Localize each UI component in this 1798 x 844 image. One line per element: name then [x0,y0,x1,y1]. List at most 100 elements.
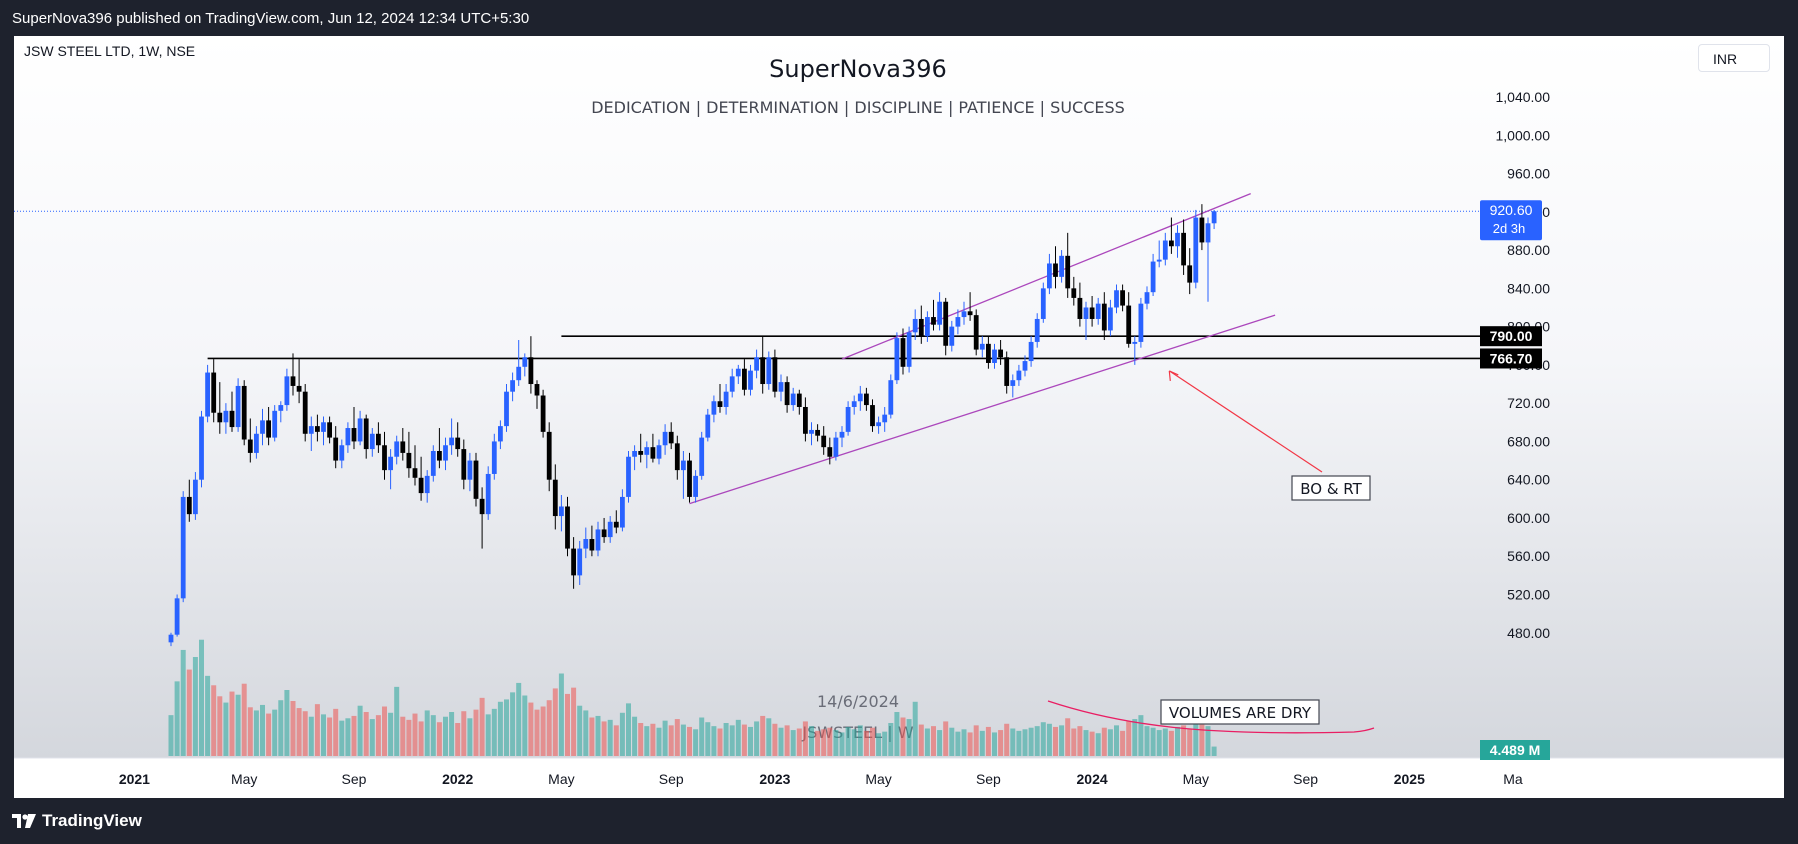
candle-body[interactable] [992,349,997,363]
candle-body[interactable] [498,426,503,442]
candle-body[interactable] [467,460,473,480]
candle-body[interactable] [1071,288,1077,298]
candle-body[interactable] [406,452,412,469]
candle-body[interactable] [949,326,955,346]
candle-body[interactable] [522,357,528,367]
candle-body[interactable] [857,393,863,402]
candle-body[interactable] [821,435,827,448]
candle-body[interactable] [900,338,906,367]
candle-body[interactable] [284,376,290,406]
candle-body[interactable] [772,357,778,392]
candle-body[interactable] [864,393,869,406]
candle-body[interactable] [613,521,619,528]
candle-body[interactable] [351,428,357,442]
candle-body[interactable] [223,410,229,423]
candle-body[interactable] [668,431,674,444]
candle-body[interactable] [1175,232,1180,247]
candle-body[interactable] [205,372,210,417]
candle-body[interactable] [339,445,345,461]
candle-body[interactable] [1010,380,1016,386]
candle-body[interactable] [918,318,924,337]
candle-body[interactable] [211,372,217,413]
candle-body[interactable] [1101,303,1107,331]
candle-body[interactable] [308,426,314,434]
candle-body[interactable] [870,405,875,427]
candle-body[interactable] [327,422,332,438]
candle-body[interactable] [266,420,271,438]
candle-body[interactable] [565,506,570,549]
candle-body[interactable] [1211,211,1217,224]
candle-body[interactable] [333,437,339,461]
candle-body[interactable] [1120,290,1125,306]
candle-body[interactable] [400,441,406,453]
candle-body[interactable] [345,428,351,446]
candle-body[interactable] [376,433,381,446]
candle-body[interactable] [546,431,552,480]
candle-body[interactable] [650,447,656,459]
candle-body[interactable] [796,393,802,407]
candle-body[interactable] [705,414,711,438]
candle-body[interactable] [784,382,790,406]
candle-body[interactable] [839,431,845,438]
candle-body[interactable] [1150,261,1156,293]
candle-body[interactable] [1095,303,1101,319]
candle-body[interactable] [1181,232,1186,266]
candle-body[interactable] [186,496,192,515]
candle-body[interactable] [644,447,650,455]
candle-body[interactable] [1022,361,1028,371]
candle-body[interactable] [424,475,430,494]
candle-body[interactable] [894,338,900,381]
candle-body[interactable] [973,315,979,350]
candle-body[interactable] [315,426,320,432]
candle-body[interactable] [174,598,180,635]
candle-body[interactable] [1132,341,1138,344]
candle-body[interactable] [760,357,766,385]
candle-body[interactable] [717,401,723,407]
candle-body[interactable] [443,445,448,461]
candle-body[interactable] [906,332,912,367]
candle-body[interactable] [241,385,247,440]
candle-body[interactable] [437,450,442,461]
candle-body[interactable] [394,441,400,457]
candle-body[interactable] [632,450,637,457]
candle-body[interactable] [180,496,186,599]
candle-body[interactable] [1193,217,1199,283]
candle-body[interactable] [931,317,936,325]
candle-body[interactable] [595,529,601,551]
candle-body[interactable] [851,401,857,407]
candle-body[interactable] [723,391,729,407]
candle-body[interactable] [1126,305,1132,344]
candle-body[interactable] [601,529,607,538]
candle-body[interactable] [693,475,698,497]
candle-body[interactable] [278,405,284,411]
candle-body[interactable] [577,548,583,576]
candle-body[interactable] [473,460,479,499]
candle-body[interactable] [955,317,961,327]
candle-body[interactable] [235,385,241,428]
candle-body[interactable] [638,450,644,455]
candle-body[interactable] [247,439,253,453]
candle-body[interactable] [711,401,717,415]
candle-body[interactable] [699,437,705,476]
candle-body[interactable] [382,445,387,471]
candle-body[interactable] [260,420,265,434]
candle-body[interactable] [571,548,576,576]
candle-body[interactable] [193,479,198,515]
candle-body[interactable] [937,301,942,325]
candle-body[interactable] [412,468,418,478]
chart-area[interactable]: JSW STEEL LTD, 1W, NSE SuperNova396 DEDICA… [14,36,1784,798]
candle-body[interactable] [229,410,235,428]
candle-body[interactable] [1108,307,1113,331]
candle-body[interactable] [254,433,259,453]
candlestick-chart[interactable]: JSW STEEL LTD, 1W, NSE SuperNova396 DEDICA… [14,36,1784,798]
candle-body[interactable] [790,393,796,406]
candle-body[interactable] [449,437,454,446]
candle-body[interactable] [516,366,522,381]
candle-body[interactable] [876,422,881,427]
candle-body[interactable] [809,429,814,434]
candle-body[interactable] [748,370,753,390]
candle-body[interactable] [296,385,302,392]
candle-body[interactable] [815,429,820,436]
candle-body[interactable] [1034,318,1040,342]
candle-body[interactable] [626,456,631,497]
